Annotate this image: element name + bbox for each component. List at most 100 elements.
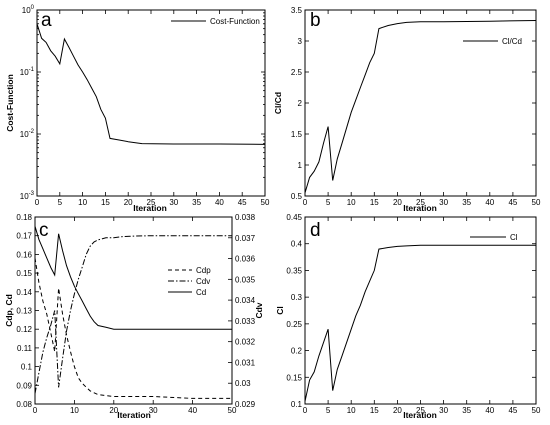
x-tick-label: 15 <box>101 198 110 207</box>
x-axis-label: Iteration <box>403 203 437 213</box>
x-tick-label: 30 <box>439 406 448 415</box>
x-axis-label: Iteration <box>403 410 437 420</box>
y-tick-label: 0.15 <box>16 269 32 278</box>
x-tick-label: 20 <box>393 198 402 207</box>
x-axis-label: Iteration <box>117 410 151 420</box>
x-tick-label: 5 <box>326 406 331 415</box>
x-tick-label: 0 <box>33 406 38 415</box>
y2-tick-label: 0.032 <box>235 338 256 347</box>
y-tick-label: 0.15 <box>286 373 302 382</box>
series-line-cdv <box>34 235 232 394</box>
x-tick-label: 20 <box>393 406 402 415</box>
y2-tick-label: 0.03 <box>235 379 251 388</box>
x-tick-label: 10 <box>78 198 87 207</box>
y-tick-label: 3.5 <box>291 6 303 15</box>
y-tick-label: 0.09 <box>16 381 32 390</box>
chart-panel-b: 0 5 10 15 20 25 30 35 40 45 50 0.5 1 1.5 2 2.5 3 3.5 Itera… <box>273 6 541 213</box>
y-tick-label: 0.12 <box>16 325 32 334</box>
y-tick-label: 2 <box>298 99 303 108</box>
x-tick-label: 50 <box>228 406 237 415</box>
x-tick-label: 15 <box>370 406 379 415</box>
x-tick-label: 35 <box>192 198 201 207</box>
y-axis-label: Cdp, Cd <box>4 294 14 327</box>
y-tick-label: 3 <box>298 37 303 46</box>
x-tick-label: 0 <box>303 406 308 415</box>
y-tick-label: 2.5 <box>291 68 303 77</box>
x-tick-label: 10 <box>70 406 79 415</box>
series-line-cl <box>304 244 536 402</box>
y-tick-label: 0.1 <box>291 400 303 409</box>
y-tick-label: 0.1 <box>21 363 33 372</box>
series-line-cdp <box>34 258 232 399</box>
x-tick-label: 30 <box>149 406 158 415</box>
x-tick-label: 30 <box>439 198 448 207</box>
series-line-cd <box>34 226 232 330</box>
y-tick-label: 0.13 <box>16 307 32 316</box>
series-line-cl-cd <box>304 20 537 194</box>
y2-tick-label: 0.036 <box>235 255 256 264</box>
y2-tick-label: 0.031 <box>235 358 256 367</box>
y-axis-label: Cl <box>275 306 285 315</box>
legend-label: Cost-Function <box>210 17 260 26</box>
chart-panel-a: 0 5 10 15 20 25 30 35 40 45 50 10-3 10-2 10-1 100 Itera… <box>5 5 270 213</box>
x-tick-label: 35 <box>462 198 471 207</box>
x-tick-label: 50 <box>532 406 541 415</box>
y-tick-label: 1 <box>298 161 303 170</box>
x-tick-label: 35 <box>462 406 471 415</box>
y-tick-label: 0.11 <box>17 344 33 353</box>
panel-tag: d <box>310 220 321 241</box>
x-tick-label: 10 <box>347 198 356 207</box>
x-axis-label: Iteration <box>133 203 167 213</box>
y-tick-label: 0.5 <box>291 192 303 201</box>
x-tick-label: 5 <box>58 198 63 207</box>
x-tick-label: 25 <box>416 406 425 415</box>
plot-frame <box>34 216 233 405</box>
y-axis-label: Cost-Function <box>5 74 15 132</box>
x-tick-label: 30 <box>169 198 178 207</box>
panel-tag: a <box>41 10 52 31</box>
x-tick-label: 10 <box>347 406 356 415</box>
legend-label: Cd <box>196 288 206 297</box>
y-tick-label: 0.2 <box>291 347 303 356</box>
y-tick-label: 10-2 <box>20 129 35 139</box>
panel-tag: b <box>310 10 321 31</box>
y-tick-label: 0.25 <box>286 320 302 329</box>
y2-tick-label: 0.038 <box>235 213 256 222</box>
y-tick-label: 0.35 <box>286 266 302 275</box>
y2-tick-label: 0.029 <box>235 400 256 409</box>
x-tick-label: 50 <box>261 198 270 207</box>
x-tick-label: 45 <box>508 406 517 415</box>
x-tick-label: 25 <box>416 198 425 207</box>
x-tick-label: 40 <box>215 198 224 207</box>
y-tick-label: 100 <box>22 5 35 15</box>
x-tick-label: 40 <box>485 406 494 415</box>
panel-tag: c <box>39 220 49 241</box>
y-tick-label: 0.08 <box>16 400 32 409</box>
y-tick-label: 0.4 <box>291 240 303 249</box>
y-tick-label: 0.18 <box>16 213 32 222</box>
x-tick-label: 45 <box>508 198 517 207</box>
x-tick-label: 40 <box>485 198 494 207</box>
y-tick-label: 10-3 <box>20 191 35 201</box>
legend-label: Cdp <box>196 266 211 275</box>
x-tick-label: 25 <box>147 198 156 207</box>
x-tick-label: 5 <box>326 198 331 207</box>
y-axis-label: Cl/Cd <box>273 92 283 114</box>
y2-tick-label: 0.037 <box>235 234 256 243</box>
y-tick-label: 1.5 <box>291 130 303 139</box>
x-tick-label: 20 <box>109 406 118 415</box>
x-tick-label: 0 <box>35 198 40 207</box>
y2-tick-label: 0.034 <box>235 296 256 305</box>
plot-frame <box>36 9 266 197</box>
y-tick-label: 0.45 <box>286 213 302 222</box>
chart-panel-c: 0 10 20 30 40 50 0.08 0.09 0.1 0.11 0.12 0.13 0.14 0.… <box>4 213 264 420</box>
y-tick-label: 10-1 <box>20 67 35 77</box>
legend-label: Cl/Cd <box>502 37 522 46</box>
x-tick-label: 20 <box>124 198 133 207</box>
y-tick-label: 0.14 <box>16 288 32 297</box>
y-tick-label: 0.3 <box>291 293 303 302</box>
x-tick-label: 0 <box>303 198 308 207</box>
x-tick-label: 15 <box>370 198 379 207</box>
x-tick-label: 40 <box>188 406 197 415</box>
